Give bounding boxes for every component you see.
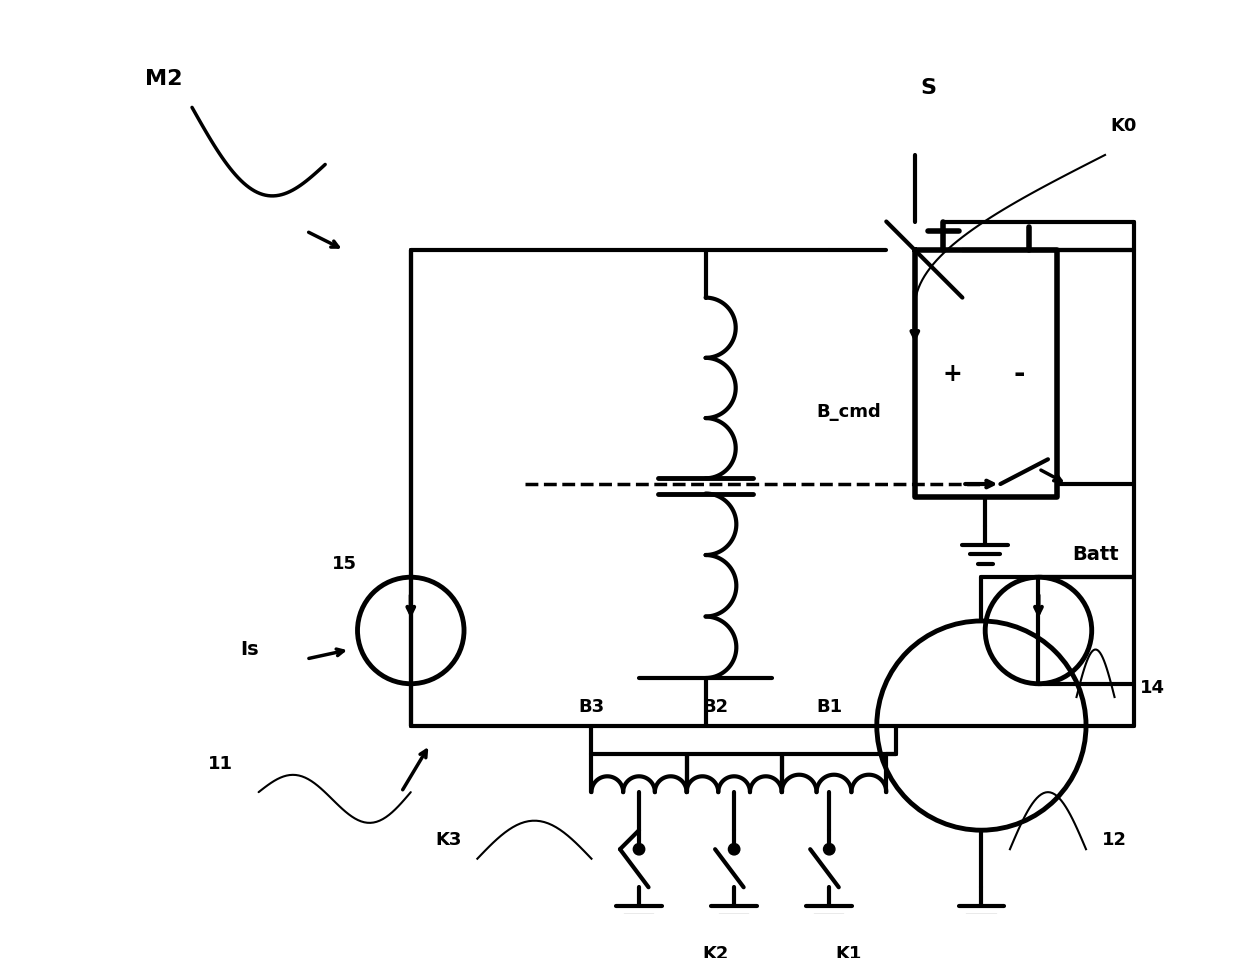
Text: K0: K0: [1111, 118, 1137, 135]
Text: S: S: [920, 79, 936, 99]
Text: K2: K2: [702, 945, 728, 958]
Circle shape: [823, 843, 835, 855]
Text: M2: M2: [145, 69, 182, 89]
Circle shape: [634, 843, 645, 855]
Text: 15: 15: [331, 555, 357, 573]
Text: -: -: [1013, 359, 1025, 388]
Text: K1: K1: [835, 945, 862, 958]
Text: K3: K3: [435, 831, 463, 849]
Circle shape: [728, 843, 740, 855]
Text: B3: B3: [578, 697, 605, 716]
Text: 11: 11: [208, 755, 233, 772]
Text: B_cmd: B_cmd: [816, 402, 880, 421]
Text: 14: 14: [1140, 678, 1166, 696]
Text: +: +: [942, 362, 962, 386]
Text: B1: B1: [816, 697, 842, 716]
Text: 12: 12: [1102, 831, 1127, 849]
Text: B2: B2: [702, 697, 728, 716]
Text: Is: Is: [239, 640, 258, 659]
Text: Batt: Batt: [1073, 545, 1118, 564]
